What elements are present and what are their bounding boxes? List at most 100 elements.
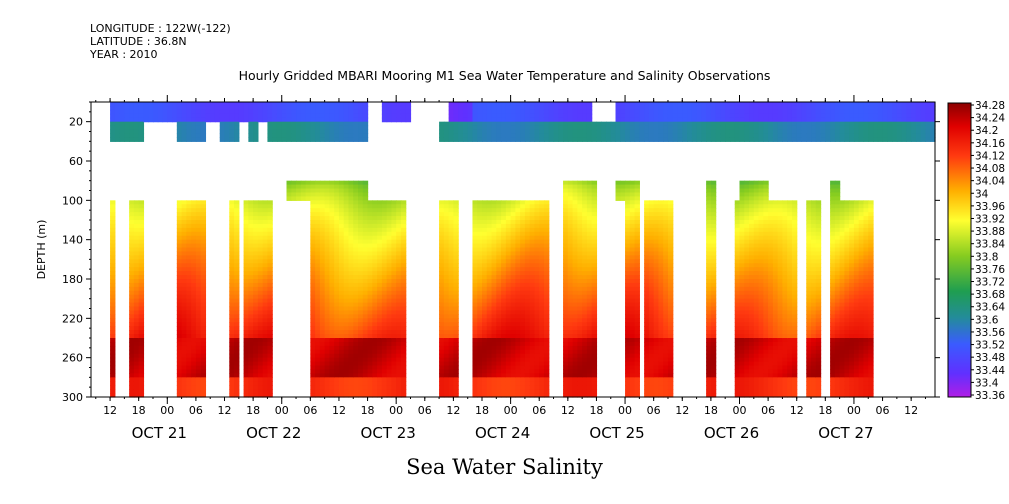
- heatmap-cell: [348, 220, 354, 225]
- heatmap-cell: [577, 318, 583, 323]
- heatmap-cell: [234, 282, 240, 288]
- heatmap-cell: [543, 259, 550, 264]
- heatmap-cell: [362, 239, 369, 245]
- heatmap-cell: [343, 357, 350, 363]
- heatmap-cell: [667, 353, 674, 359]
- heatmap-cell: [181, 326, 187, 331]
- heatmap-cell: [472, 393, 478, 398]
- heatmap-cell: [267, 365, 273, 371]
- heatmap-cell: [191, 255, 197, 260]
- heatmap-cell: [529, 298, 536, 304]
- heatmap-cell: [572, 279, 578, 284]
- heatmap-cell: [539, 314, 545, 319]
- heatmap-cell: [243, 385, 249, 390]
- heatmap-cell: [248, 330, 254, 335]
- heatmap-cell: [524, 263, 531, 268]
- heatmap-cell: [543, 318, 550, 323]
- heatmap-cell: [138, 373, 145, 378]
- heatmap-cell: [348, 196, 354, 201]
- heatmap-cell: [710, 247, 717, 253]
- heatmap-cell: [677, 137, 683, 142]
- heatmap-cell: [267, 235, 273, 241]
- heatmap-cell: [439, 267, 445, 272]
- heatmap-cell: [482, 369, 488, 374]
- heatmap-cell: [234, 137, 240, 142]
- heatmap-cell: [625, 302, 631, 308]
- heatmap-cell: [224, 121, 230, 127]
- heatmap-cell: [472, 223, 478, 229]
- heatmap-cell: [300, 121, 307, 127]
- heatmap-cell: [567, 290, 574, 296]
- heatmap-cell: [462, 109, 469, 115]
- heatmap-cell: [687, 121, 693, 127]
- heatmap-cell: [181, 310, 187, 315]
- heatmap-cell: [262, 223, 269, 229]
- heatmap-cell: [138, 125, 145, 131]
- heatmap-cell: [191, 373, 197, 378]
- heatmap-cell: [243, 105, 249, 111]
- heatmap-cell: [486, 235, 493, 241]
- heatmap-cell: [195, 334, 202, 339]
- heatmap-cell: [219, 133, 226, 138]
- heatmap-cell: [472, 338, 478, 343]
- heatmap-cell: [591, 286, 598, 292]
- heatmap-cell: [439, 223, 445, 229]
- heatmap-cell: [572, 129, 578, 135]
- heatmap-cell: [152, 102, 159, 107]
- heatmap-cell: [667, 117, 674, 123]
- heatmap-cell: [567, 334, 574, 339]
- heatmap-cell: [343, 294, 350, 300]
- heatmap-cell: [234, 235, 240, 241]
- heatmap-cell: [448, 125, 454, 131]
- heatmap-cell: [381, 286, 388, 292]
- heatmap-cell: [520, 117, 526, 123]
- heatmap-cell: [362, 204, 369, 209]
- heatmap-cell: [181, 353, 187, 359]
- heatmap-cell: [253, 334, 259, 339]
- heatmap-cell: [110, 137, 116, 142]
- heatmap-cell: [706, 357, 712, 363]
- heatmap-cell: [133, 227, 140, 233]
- heatmap-cell: [453, 306, 459, 312]
- heatmap-cell: [200, 227, 207, 233]
- heatmap-cell: [133, 361, 140, 367]
- heatmap-cell: [591, 279, 598, 284]
- heatmap-cell: [443, 349, 450, 355]
- heatmap-cell: [343, 113, 350, 119]
- heatmap-cell: [248, 286, 254, 292]
- heatmap-cell: [229, 125, 235, 131]
- heatmap-cell: [515, 345, 521, 351]
- heatmap-cell: [338, 231, 345, 237]
- heatmap-cell: [582, 330, 588, 335]
- heatmap-cell: [348, 137, 354, 142]
- heatmap-cell: [386, 267, 393, 272]
- heatmap-cell: [625, 251, 631, 256]
- heatmap-cell: [582, 341, 588, 347]
- heatmap-cell: [148, 105, 154, 111]
- heatmap-cell: [110, 298, 116, 304]
- heatmap-cell: [195, 381, 202, 386]
- heatmap-cell: [486, 298, 493, 304]
- heatmap-cell: [653, 216, 660, 221]
- heatmap-cell: [443, 267, 450, 272]
- heatmap-cell: [186, 306, 192, 312]
- heatmap-cell: [644, 393, 650, 398]
- heatmap-cell: [663, 109, 669, 115]
- heatmap-cell: [486, 129, 493, 135]
- heatmap-cell: [534, 298, 540, 304]
- heatmap-cell: [663, 330, 669, 335]
- heatmap-cell: [124, 133, 130, 138]
- heatmap-cell: [567, 227, 574, 233]
- heatmap-cell: [591, 302, 598, 308]
- heatmap-cell: [582, 318, 588, 323]
- heatmap-cell: [143, 105, 149, 111]
- heatmap-cell: [520, 251, 526, 256]
- heatmap-cell: [477, 338, 483, 343]
- heatmap-cell: [653, 361, 660, 367]
- heatmap-cell: [496, 357, 502, 363]
- heatmap-cell: [186, 243, 192, 249]
- heatmap-cell: [391, 393, 397, 398]
- heatmap-cell: [358, 330, 364, 335]
- heatmap-cell: [348, 117, 354, 123]
- heatmap-cell: [358, 102, 364, 107]
